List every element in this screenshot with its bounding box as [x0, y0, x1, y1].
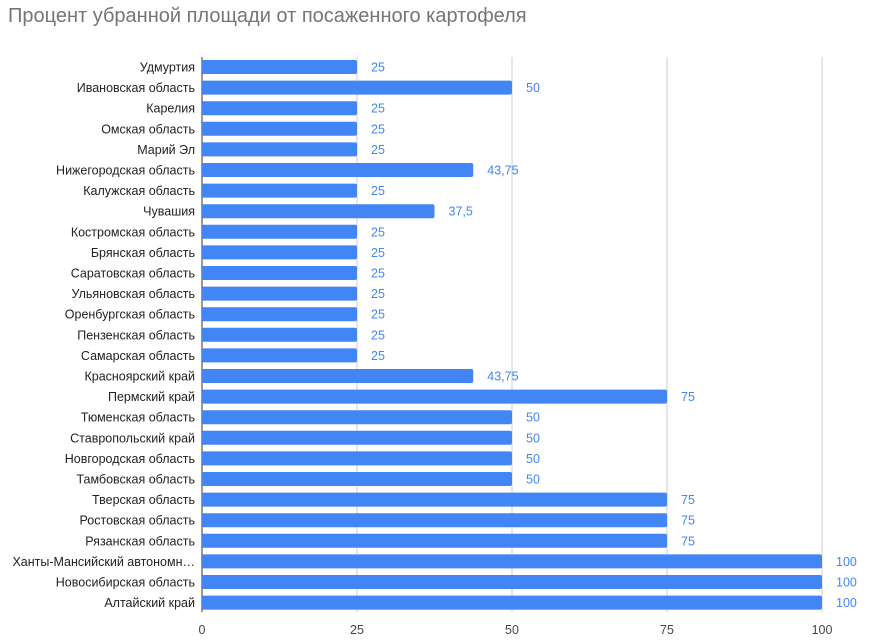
bar — [202, 183, 357, 198]
x-tick-label: 50 — [505, 623, 519, 637]
data-label: 50 — [526, 473, 540, 487]
bar — [202, 451, 512, 466]
data-label: 100 — [836, 555, 857, 569]
data-label: 25 — [371, 122, 385, 136]
bar — [202, 266, 357, 280]
category-label: Ростовская область — [80, 514, 196, 528]
category-label: Омская область — [101, 122, 195, 136]
data-label: 25 — [371, 287, 385, 301]
category-label: Красноярский край — [84, 370, 195, 384]
category-label: Оренбургская область — [65, 308, 195, 322]
bar — [202, 307, 357, 322]
category-label: Ставропольский край — [70, 431, 195, 445]
category-label: Ханты-Мансийский автономн… — [12, 555, 195, 569]
category-label: Карелия — [146, 102, 195, 116]
data-label: 100 — [836, 576, 857, 590]
category-label: Тюменская область — [81, 411, 195, 425]
data-label: 75 — [681, 534, 695, 548]
category-label: Удмуртия — [140, 61, 195, 75]
data-label: 25 — [371, 328, 385, 342]
bar — [202, 348, 357, 363]
x-tick-label: 75 — [660, 623, 674, 637]
chart-title: Процент убранной площади от посаженного … — [8, 5, 527, 27]
bar — [202, 286, 357, 301]
category-label: Нижегородская область — [56, 164, 195, 178]
bar — [202, 121, 357, 136]
data-label: 75 — [681, 493, 695, 507]
category-label: Пензенская область — [77, 328, 195, 342]
data-label: 75 — [681, 514, 695, 528]
bar — [202, 410, 512, 425]
x-tick-label: 25 — [350, 623, 364, 637]
category-label: Калужская область — [83, 184, 195, 198]
category-label: Алтайский край — [104, 596, 195, 610]
category-label: Рязанская область — [85, 534, 195, 548]
bar — [202, 389, 667, 404]
data-label: 50 — [526, 411, 540, 425]
bar — [202, 492, 667, 507]
bars — [202, 60, 822, 610]
category-label: Пермский край — [108, 390, 195, 404]
bar — [202, 327, 357, 342]
bar — [202, 60, 357, 74]
bar — [202, 80, 512, 95]
category-label: Тверская область — [92, 493, 195, 507]
data-label: 50 — [526, 431, 540, 445]
x-tick-label: 0 — [199, 623, 206, 637]
category-label: Новосибирская область — [56, 576, 195, 590]
x-axis-ticks: 0 25 50 75 100 — [199, 623, 833, 637]
category-label: Ульяновская область — [71, 287, 195, 301]
bar — [202, 575, 822, 589]
bar — [202, 224, 357, 239]
bar — [202, 472, 512, 486]
data-label: 75 — [681, 390, 695, 404]
data-label: 25 — [371, 225, 385, 239]
data-label: 50 — [526, 452, 540, 466]
data-label: 37,5 — [449, 205, 473, 219]
bar — [202, 554, 822, 569]
data-label: 25 — [371, 267, 385, 281]
category-label: Новгородская область — [65, 452, 195, 466]
data-label: 25 — [371, 184, 385, 198]
bar — [202, 533, 667, 548]
category-label: Марий Эл — [137, 143, 195, 157]
bar — [202, 513, 667, 528]
category-label: Ивановская область — [77, 81, 195, 95]
bar — [202, 245, 357, 260]
bar — [202, 163, 474, 177]
category-label: Костромская область — [71, 225, 195, 239]
data-label: 25 — [371, 246, 385, 260]
data-label: 50 — [526, 81, 540, 95]
bar — [202, 142, 357, 157]
data-label: 25 — [371, 143, 385, 157]
bar — [202, 204, 435, 219]
data-label: 43,75 — [487, 370, 518, 384]
category-label: Самарская область — [81, 349, 195, 363]
data-label: 25 — [371, 308, 385, 322]
x-tick-label: 100 — [812, 623, 833, 637]
category-label: Саратовская область — [71, 267, 195, 281]
bar — [202, 369, 474, 383]
data-label: 25 — [371, 102, 385, 116]
bar — [202, 101, 357, 116]
bar — [202, 430, 512, 445]
data-label: 100 — [836, 596, 857, 610]
category-label: Чувашия — [143, 205, 195, 219]
category-label: Тамбовская область — [76, 473, 195, 487]
bar — [202, 595, 822, 610]
labels: Удмуртия 25 Ивановская область 50 Карелия 25 О… — [12, 61, 856, 611]
category-label: Брянская область — [91, 246, 195, 260]
data-label: 43,75 — [487, 164, 518, 178]
data-label: 25 — [371, 349, 385, 363]
data-label: 25 — [371, 61, 385, 75]
